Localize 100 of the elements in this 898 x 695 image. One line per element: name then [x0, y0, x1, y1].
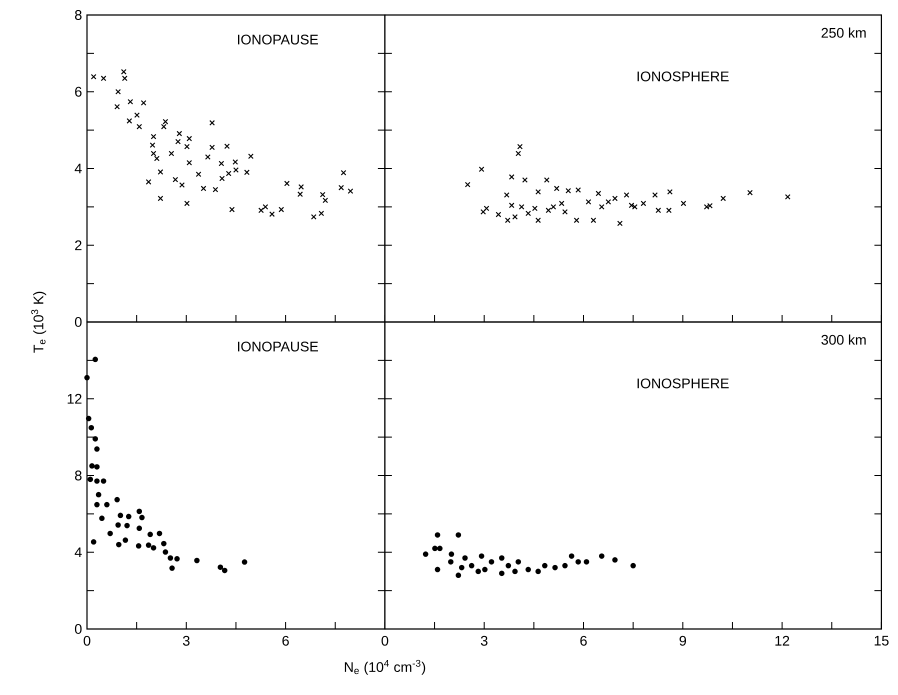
- annotation: IONOSPHERE: [638, 378, 729, 388]
- point: [162, 118, 168, 124]
- point: [666, 208, 672, 214]
- point: [462, 555, 468, 561]
- point: [92, 436, 98, 442]
- point: [499, 555, 504, 561]
- point: [92, 356, 98, 362]
- point: [518, 204, 524, 210]
- point: [278, 206, 284, 212]
- point: [168, 555, 174, 561]
- annotation: 300 km: [821, 334, 866, 345]
- point: [612, 557, 618, 563]
- point: [176, 130, 182, 136]
- point: [784, 194, 791, 200]
- point: [284, 180, 290, 186]
- point: [229, 206, 235, 212]
- point: [554, 186, 560, 192]
- point: [150, 545, 156, 551]
- x-tick-label: 12: [775, 636, 790, 646]
- point: [222, 568, 228, 574]
- annotation: IONOPAUSE: [238, 34, 318, 45]
- point: [512, 568, 518, 574]
- point: [139, 514, 145, 520]
- point: [136, 543, 142, 549]
- point: [475, 568, 481, 574]
- point: [522, 177, 528, 183]
- x-tick-label: 0: [84, 636, 90, 646]
- point: [200, 186, 206, 192]
- point: [525, 566, 531, 572]
- point: [186, 136, 192, 142]
- point: [150, 134, 156, 140]
- point: [147, 532, 153, 538]
- point: [297, 191, 303, 198]
- point: [205, 154, 211, 160]
- point: [590, 217, 596, 224]
- point: [516, 559, 522, 565]
- point: [94, 502, 100, 508]
- point: [546, 208, 552, 214]
- point: [504, 192, 510, 198]
- point: [434, 532, 440, 538]
- point: [196, 171, 202, 178]
- point: [628, 202, 634, 208]
- point: [209, 144, 215, 150]
- annotation: 250 km: [822, 28, 866, 38]
- point: [174, 556, 180, 562]
- point: [146, 179, 152, 185]
- point: [478, 553, 484, 559]
- point: [89, 463, 95, 469]
- x-tick-label: 6: [580, 636, 587, 646]
- y-axis-title: T$_{e}$ (10$^{3}$ K): [31, 292, 46, 353]
- point: [126, 118, 132, 124]
- point: [86, 416, 92, 422]
- point: [212, 186, 218, 192]
- point: [218, 160, 224, 166]
- point: [150, 142, 156, 148]
- point: [338, 184, 344, 190]
- point: [508, 202, 514, 208]
- point: [136, 124, 142, 130]
- annotation: IONOPAUSE: [238, 342, 318, 352]
- point: [104, 502, 110, 508]
- point: [224, 143, 230, 150]
- point: [322, 198, 328, 204]
- point: [480, 209, 486, 215]
- point: [348, 188, 354, 194]
- point: [652, 192, 658, 198]
- point: [575, 559, 581, 565]
- point: [158, 196, 164, 202]
- point: [140, 100, 146, 106]
- point: [114, 104, 120, 110]
- point: [630, 562, 636, 568]
- point: [186, 160, 192, 166]
- y-tick-label: 4: [74, 164, 82, 174]
- point: [437, 546, 443, 552]
- point: [318, 210, 324, 216]
- point: [434, 566, 440, 572]
- point: [122, 76, 128, 82]
- point: [100, 76, 106, 82]
- point: [96, 492, 102, 498]
- point: [94, 464, 100, 470]
- point: [598, 204, 605, 210]
- x-tick-label: 3: [182, 636, 190, 646]
- x-tick-label: 3: [480, 636, 488, 646]
- point: [160, 124, 167, 130]
- point: [667, 189, 673, 195]
- point: [496, 212, 502, 218]
- y-tick-label: 0: [74, 624, 82, 634]
- point: [269, 211, 275, 217]
- point: [118, 512, 124, 518]
- point: [232, 159, 238, 165]
- annotation: IONOSPHERE: [638, 71, 729, 82]
- point: [535, 217, 541, 224]
- point: [136, 508, 142, 514]
- point: [115, 522, 121, 528]
- point: [617, 220, 623, 226]
- point: [161, 540, 167, 546]
- point: [154, 156, 160, 162]
- point: [175, 138, 181, 144]
- point: [84, 374, 90, 380]
- point: [100, 478, 106, 484]
- point: [116, 542, 122, 548]
